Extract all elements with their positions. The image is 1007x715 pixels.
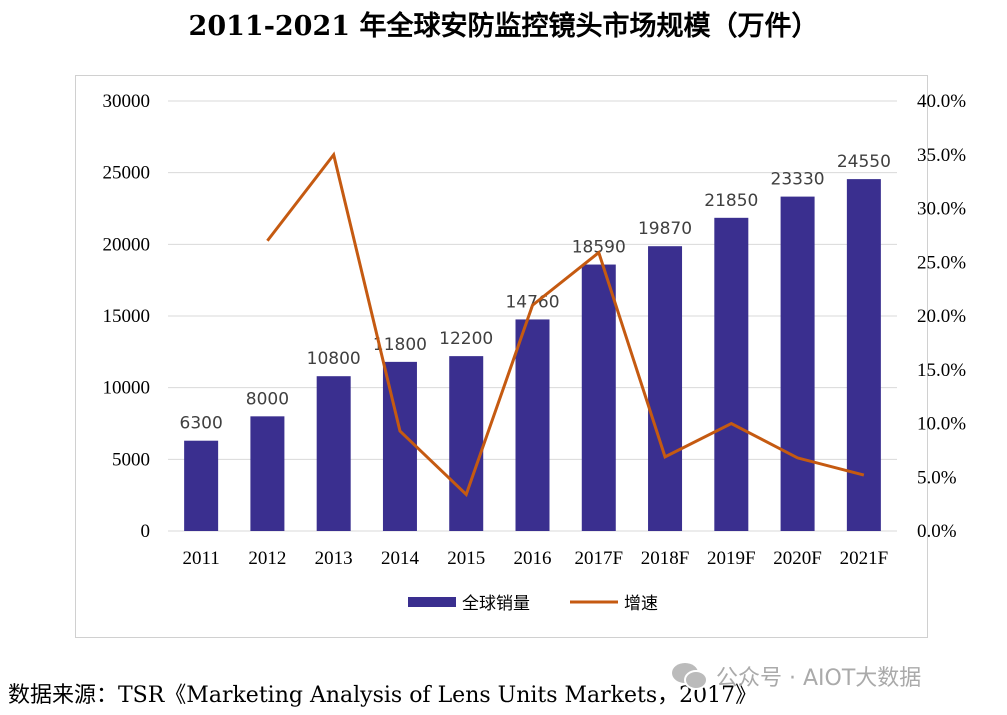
- source-note: 数据来源：TSR《Marketing Analysis of Lens Unit…: [8, 683, 758, 708]
- x-tick-label: 2014: [381, 548, 420, 569]
- watermark-text: 公众号 · AIOT大数据: [716, 666, 922, 691]
- x-tick-label: 2015: [447, 548, 485, 569]
- bar: [449, 356, 484, 531]
- y2-tick-label: 15.0%: [917, 360, 966, 381]
- x-tick-label: 2011: [182, 548, 219, 569]
- x-tick-label: 2017F: [574, 548, 623, 569]
- y-tick-label: 20000: [103, 234, 151, 255]
- bar: [250, 416, 285, 531]
- x-tick-label: 2019F: [707, 548, 756, 569]
- legend-label: 全球销量: [462, 594, 530, 614]
- y-tick-label: 0: [141, 521, 151, 542]
- data-label: 24550: [837, 152, 891, 172]
- data-label: 12200: [439, 329, 493, 349]
- data-label: 18590: [572, 238, 626, 258]
- y-tick-label: 25000: [103, 163, 151, 184]
- data-label: 10800: [307, 349, 361, 369]
- data-label: 8000: [246, 389, 289, 409]
- y2-tick-label: 30.0%: [917, 199, 966, 220]
- bar: [780, 196, 815, 531]
- x-tick-label: 2020F: [773, 548, 822, 569]
- legend-swatch-bar: [408, 597, 456, 607]
- bar: [316, 376, 351, 531]
- bar: [714, 217, 749, 532]
- data-label: 6300: [180, 414, 223, 434]
- watermark: 公众号 · AIOT大数据: [670, 660, 921, 692]
- chart-frame: [75, 75, 928, 638]
- x-tick-label: 2013: [315, 548, 353, 569]
- data-label: 19870: [638, 219, 692, 239]
- y2-tick-label: 5.0%: [917, 467, 957, 488]
- data-label: 11800: [373, 335, 427, 355]
- y2-tick-label: 35.0%: [917, 145, 966, 166]
- wechat-icon: [672, 663, 708, 690]
- chart-title: 2011-2021 年全球安防监控镜头市场规模（万件）: [188, 11, 819, 42]
- y2-tick-label: 40.0%: [917, 91, 966, 112]
- data-label: 14760: [505, 292, 559, 312]
- x-tick-label: 2021F: [840, 548, 889, 569]
- y2-tick-label: 20.0%: [917, 306, 966, 327]
- y2-tick-label: 25.0%: [917, 252, 966, 273]
- legend-label: 增速: [624, 594, 658, 614]
- y2-tick-label: 0.0%: [917, 521, 957, 542]
- growth-line: [266, 151, 865, 498]
- y2-tick-label: 10.0%: [917, 414, 966, 435]
- bar: [648, 246, 683, 532]
- y-tick-label: 30000: [103, 91, 151, 112]
- y-tick-label: 5000: [112, 449, 150, 470]
- bar: [581, 264, 616, 531]
- x-tick-label: 2012: [248, 548, 286, 569]
- y-tick-label: 15000: [103, 306, 151, 327]
- bar: [184, 440, 219, 531]
- y-tick-label: 10000: [103, 378, 151, 399]
- bar: [846, 179, 881, 531]
- x-tick-label: 2016: [514, 548, 552, 569]
- data-label: 21850: [704, 191, 758, 211]
- x-tick-label: 2018F: [641, 548, 690, 569]
- data-label: 23330: [771, 170, 825, 190]
- bar: [515, 319, 550, 531]
